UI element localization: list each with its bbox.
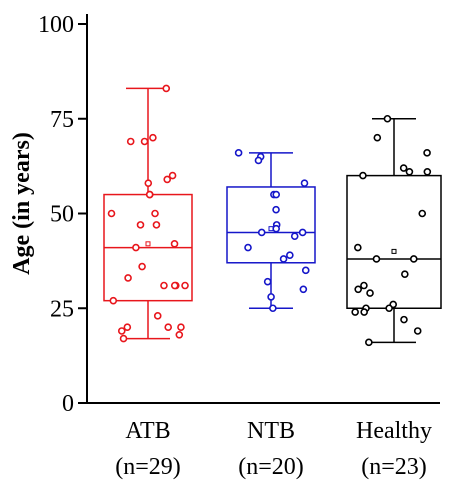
data-point	[177, 323, 185, 332]
data-point	[360, 308, 368, 316]
data-point	[365, 338, 373, 347]
category-label-atb: ATB	[125, 418, 170, 444]
data-point	[413, 327, 422, 335]
data-point	[123, 323, 132, 332]
data-point	[140, 137, 149, 146]
data-point	[298, 228, 307, 237]
data-point	[244, 243, 252, 252]
y-tick-label: 0	[62, 391, 74, 417]
data-point	[300, 179, 309, 187]
y-tick-label: 25	[50, 296, 74, 322]
data-point	[272, 224, 280, 233]
data-point	[149, 133, 157, 142]
data-point	[267, 293, 275, 301]
data-point	[366, 289, 374, 297]
data-point	[124, 274, 132, 282]
data-point	[301, 266, 310, 275]
data-point	[372, 255, 381, 263]
data-point	[170, 281, 179, 290]
data-point	[117, 327, 126, 335]
y-tick-label: 100	[38, 12, 74, 38]
y-axis-title: Age (in years)	[9, 132, 35, 275]
data-point	[272, 205, 280, 214]
data-point	[272, 190, 281, 199]
box-group-atb	[103, 84, 193, 343]
data-point	[263, 277, 272, 286]
box-group-healthy	[346, 114, 442, 347]
category-count-ntb: (n=20)	[238, 454, 304, 480]
data-point	[164, 323, 173, 332]
data-point	[160, 281, 168, 290]
data-point	[138, 262, 146, 271]
y-tick-label: 75	[50, 107, 74, 133]
data-point	[126, 137, 135, 146]
axes: 0 25 50 75 100	[38, 12, 440, 417]
y-tick-label: 50	[50, 202, 74, 228]
data-point	[405, 168, 414, 176]
data-point	[354, 243, 362, 252]
data-point	[136, 221, 145, 229]
data-point	[257, 228, 266, 237]
data-point	[359, 171, 367, 180]
data-point	[234, 149, 243, 157]
y-axis-ticks: 0 25 50 75 100	[38, 12, 87, 417]
data-point	[144, 179, 153, 187]
mean-marker	[145, 241, 151, 247]
data-point	[360, 281, 368, 290]
category-label-healthy: Healthy	[356, 418, 432, 444]
data-point	[299, 285, 308, 294]
data-point	[269, 304, 277, 313]
data-point	[109, 296, 118, 305]
data-point	[107, 209, 116, 218]
data-point	[351, 308, 359, 316]
box-iqr	[346, 174, 442, 309]
box-group-ntb	[226, 149, 316, 313]
data-point	[170, 240, 179, 248]
data-point	[423, 149, 431, 157]
data-point	[409, 255, 418, 263]
data-point	[401, 270, 409, 278]
data-point	[119, 334, 128, 343]
plot-area	[103, 84, 442, 347]
data-point	[254, 156, 263, 165]
data-point	[383, 114, 392, 123]
data-point	[175, 330, 184, 339]
data-point	[181, 281, 189, 290]
data-point	[290, 232, 299, 241]
data-point	[286, 251, 294, 259]
data-point	[385, 304, 393, 313]
data-point	[152, 221, 161, 229]
data-point	[423, 168, 432, 176]
data-point	[373, 133, 382, 142]
data-point	[163, 175, 172, 184]
category-label-ntb: NTB	[247, 418, 295, 444]
mean-marker	[391, 248, 397, 254]
data-point	[418, 209, 427, 218]
box-iqr	[226, 186, 316, 264]
category-labels: ATB (n=29) NTB (n=20) Healthy (n=23)	[115, 418, 432, 480]
data-point	[279, 255, 288, 263]
data-point	[145, 190, 154, 199]
data-point	[399, 164, 408, 172]
data-point	[151, 209, 159, 218]
data-point	[162, 84, 171, 93]
category-count-healthy: (n=23)	[361, 454, 427, 480]
category-count-atb: (n=29)	[115, 454, 181, 480]
data-point	[400, 315, 408, 324]
data-point	[153, 312, 162, 320]
data-point	[132, 243, 140, 252]
data-point	[354, 285, 362, 294]
data-point	[168, 171, 177, 180]
